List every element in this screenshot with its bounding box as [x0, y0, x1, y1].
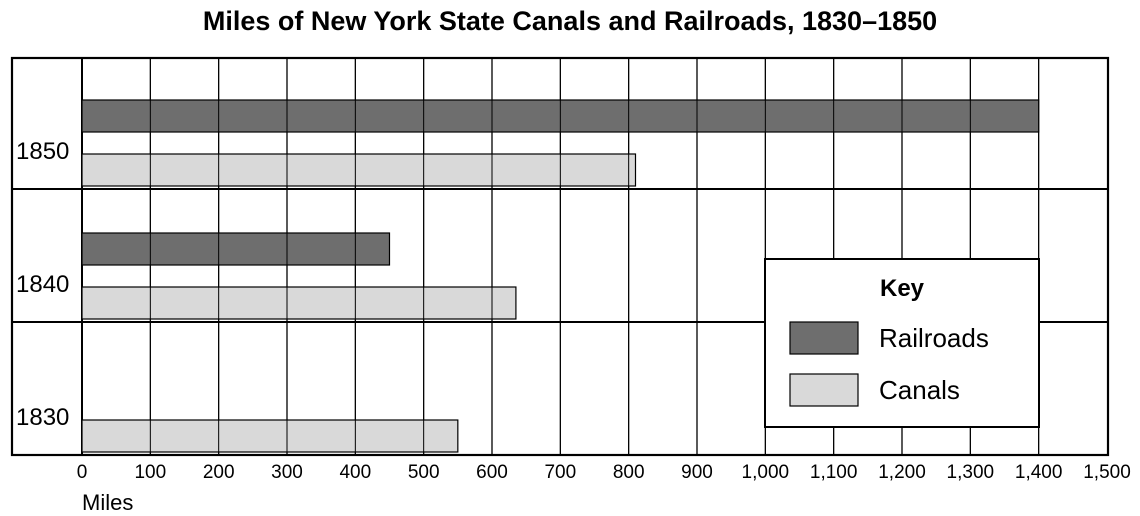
plot-frame — [10, 56, 1110, 457]
x-tick-label: 1,000 — [742, 462, 790, 483]
x-tick-label: 1,500 — [1083, 462, 1131, 483]
x-tick-label: 1,100 — [810, 462, 858, 483]
chart-title: Miles of New York State Canals and Railr… — [202, 6, 938, 36]
x-tick-label: 100 — [134, 462, 166, 483]
bar-canals-1840 — [81, 286, 517, 320]
legend-label-railroads: Railroads — [879, 323, 989, 353]
x-axis-label: Miles — [82, 490, 133, 515]
x-tick-label: 1,400 — [1015, 462, 1063, 483]
x-tick-label: 900 — [681, 462, 713, 483]
bar-railroads-1840 — [81, 232, 391, 266]
category-label: 1840 — [16, 271, 69, 298]
x-tick-label: 600 — [476, 462, 508, 483]
x-tick-label: 800 — [613, 462, 645, 483]
category-label: 1850 — [16, 138, 69, 165]
x-tick-label: 200 — [203, 462, 235, 483]
legend-swatch-railroads — [789, 321, 859, 355]
x-tick-label: 700 — [544, 462, 576, 483]
bar-canals-1830 — [81, 419, 459, 453]
legend: Key Railroads Canals — [764, 258, 1040, 428]
x-tick-label: 500 — [408, 462, 440, 483]
x-tick-label: 1,200 — [878, 462, 926, 483]
legend-title: Key — [880, 275, 925, 302]
x-tick-label: 400 — [339, 462, 371, 483]
x-tick-label: 1,300 — [947, 462, 995, 483]
legend-label-canals: Canals — [879, 375, 960, 405]
x-tick-label: 0 — [77, 462, 88, 483]
bar-canals-1850 — [81, 153, 637, 187]
category-label: 1830 — [16, 404, 69, 431]
x-tick-label: 300 — [271, 462, 303, 483]
legend-swatch-canals — [789, 373, 859, 407]
